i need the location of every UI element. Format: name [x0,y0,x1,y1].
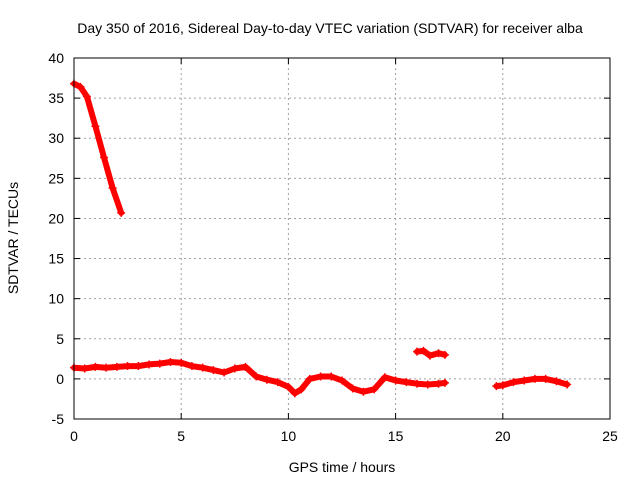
data-point [440,378,449,387]
data-point [563,380,572,389]
data-point [434,379,443,388]
data-point [440,350,449,359]
x-tick-label: 25 [602,428,618,444]
data-point [102,363,111,372]
data-point [413,379,422,388]
y-tick-label: 5 [56,331,64,347]
x-axis-label: GPS time / hours [289,459,396,475]
data-point [91,122,100,131]
data-point [434,349,443,358]
data-point [316,372,325,381]
data-point [284,382,293,391]
chart-title: Day 350 of 2016, Sidereal Day-to-day VTE… [77,20,583,36]
data-point [391,376,400,385]
data-point [82,92,91,101]
y-tick-label: 25 [48,170,64,186]
y-tick-label: 15 [48,251,64,267]
data-point [380,373,389,382]
data-point [370,385,379,394]
data-point [177,358,186,367]
data-point [100,153,109,162]
x-axis-ticks: 0 5 10 15 20 25 [70,58,618,444]
data-point [348,384,357,393]
data-point [166,358,175,367]
data-point [76,82,85,91]
plot-frame [73,57,611,420]
y-axis-ticks: -5 0 5 10 15 20 25 30 35 40 [48,50,610,427]
data-point [108,183,117,192]
data-point [338,376,346,385]
data-point [241,362,250,371]
y-tick-label: -5 [52,411,65,427]
data-point [327,372,336,381]
data-series [70,79,572,398]
x-tick-label: 0 [70,428,78,444]
data-point [80,364,89,373]
y-tick-label: 0 [56,371,64,387]
data-point [262,375,271,384]
data-point [552,377,561,386]
data-point [198,363,207,372]
data-point [498,381,507,390]
data-point [187,362,196,371]
data-point [134,362,143,371]
x-tick-label: 5 [177,428,185,444]
data-point [530,374,539,383]
y-tick-label: 30 [48,130,64,146]
data-point [230,364,239,373]
data-point [492,382,501,391]
data-point [402,378,411,387]
data-point [413,347,422,356]
series-line-segment-1 [71,80,125,216]
y-tick-label: 10 [48,291,64,307]
data-point [297,385,306,394]
data-point [273,378,282,387]
data-point [117,208,126,217]
y-tick-label: 20 [48,210,64,226]
data-point [252,372,261,381]
data-point [425,351,434,360]
y-tick-label: 35 [48,90,64,106]
x-tick-label: 10 [281,428,297,444]
x-tick-label: 20 [495,428,511,444]
data-point [290,389,299,398]
data-point [509,378,518,387]
data-point [145,360,154,369]
x-tick-label: 15 [388,428,404,444]
data-point [541,374,550,383]
data-point [419,346,428,355]
y-tick-label: 40 [48,50,64,66]
data-point [520,376,529,385]
data-point [155,359,164,368]
data-point [359,387,368,396]
data-point [305,374,314,383]
data-point [220,368,229,377]
data-point [423,380,432,389]
data-point [209,366,218,375]
y-axis-label: SDTVAR / TECUs [5,182,21,294]
data-point [112,362,121,371]
data-point [123,362,132,371]
data-point [91,362,100,371]
